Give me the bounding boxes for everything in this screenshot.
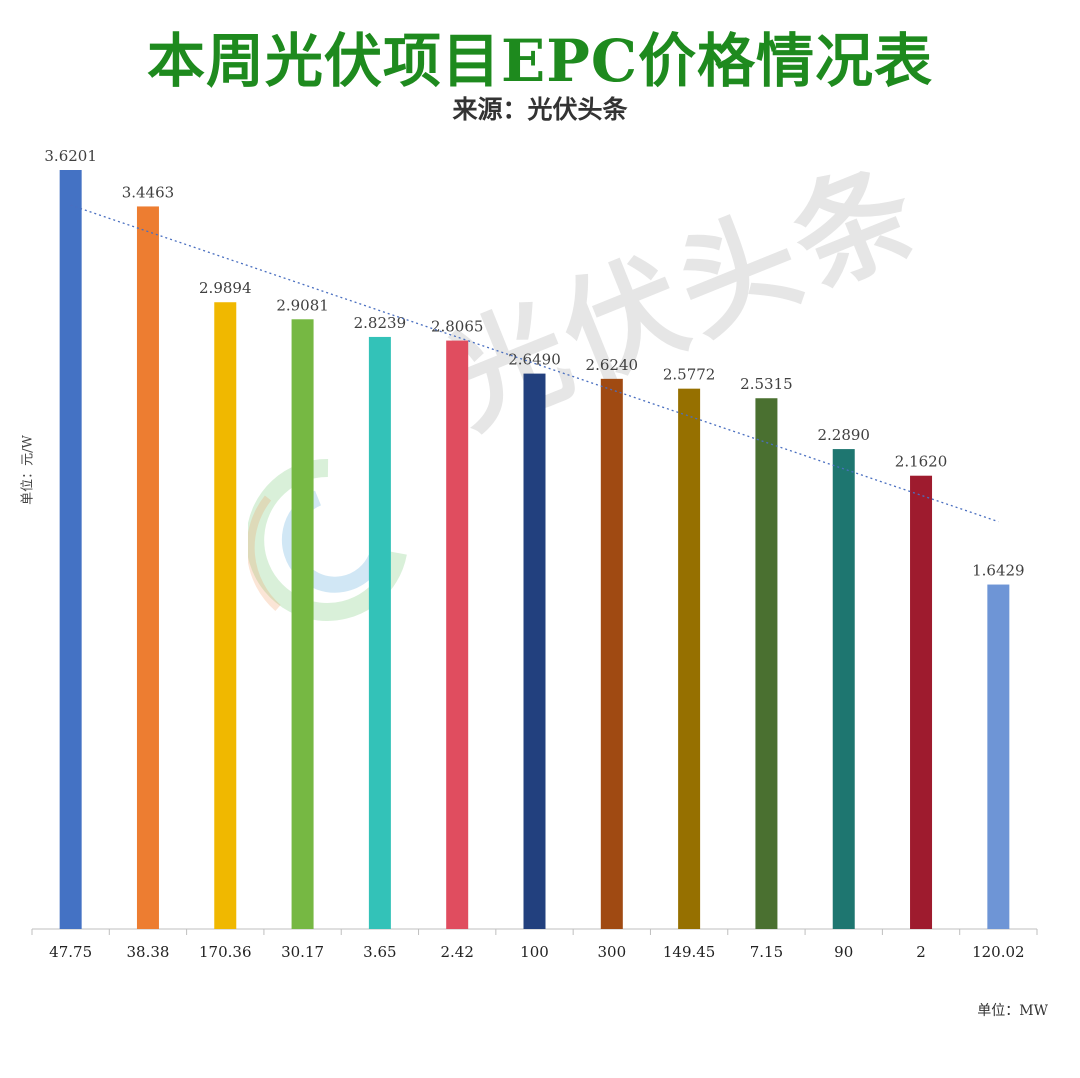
bar-0 bbox=[59, 170, 82, 929]
x-tick-label-1: 38.38 bbox=[126, 943, 169, 961]
data-label-4: 2.8239 bbox=[354, 314, 407, 332]
data-label-1: 3.4463 bbox=[122, 183, 175, 201]
x-tick-label-12: 120.02 bbox=[972, 943, 1025, 961]
x-tick-label-3: 30.17 bbox=[281, 943, 324, 961]
bar-1 bbox=[136, 206, 159, 929]
bar-7 bbox=[600, 378, 623, 929]
data-label-2: 2.9894 bbox=[199, 279, 252, 297]
bar-4 bbox=[368, 336, 391, 929]
x-axis-unit: 单位：MW bbox=[977, 1003, 1048, 1019]
x-tick-label-7: 300 bbox=[597, 943, 626, 961]
data-label-11: 2.1620 bbox=[895, 453, 948, 471]
data-label-7: 2.6240 bbox=[586, 356, 639, 374]
bar-11 bbox=[910, 475, 933, 929]
y-axis-label: 单位：元/W bbox=[20, 435, 36, 505]
x-tick-label-10: 90 bbox=[834, 943, 853, 961]
bar-3 bbox=[291, 319, 314, 929]
x-tick-label-2: 170.36 bbox=[199, 943, 252, 961]
bar-8 bbox=[678, 388, 701, 930]
trendline bbox=[70, 204, 999, 523]
x-tick-label-9: 7.15 bbox=[750, 943, 783, 961]
data-label-8: 2.5772 bbox=[663, 366, 716, 384]
data-label-10: 2.2890 bbox=[817, 426, 870, 444]
data-label-0: 3.6201 bbox=[44, 147, 97, 165]
data-label-5: 2.8065 bbox=[431, 318, 484, 336]
x-tick-label-6: 100 bbox=[520, 943, 549, 961]
bar-9 bbox=[755, 398, 778, 929]
x-tick-label-5: 2.42 bbox=[440, 943, 473, 961]
x-tick-label-0: 47.75 bbox=[49, 943, 92, 961]
bar-2 bbox=[214, 302, 237, 930]
bar-6 bbox=[523, 373, 546, 929]
data-label-3: 2.9081 bbox=[276, 296, 329, 314]
chart-subtitle: 来源：光伏头条 bbox=[452, 95, 628, 124]
x-tick-label-4: 3.65 bbox=[363, 943, 396, 961]
bar-12 bbox=[987, 584, 1010, 929]
x-tick-label-11: 2 bbox=[916, 943, 926, 961]
x-tick-label-8: 149.45 bbox=[663, 943, 716, 961]
chart-title: 本周光伏项目EPC价格情况表 bbox=[147, 27, 933, 95]
data-label-6: 2.6490 bbox=[508, 351, 561, 369]
bar-5 bbox=[446, 340, 469, 930]
data-label-9: 2.5315 bbox=[740, 375, 793, 393]
data-label-12: 1.6429 bbox=[972, 562, 1025, 580]
bar-10 bbox=[832, 449, 855, 929]
